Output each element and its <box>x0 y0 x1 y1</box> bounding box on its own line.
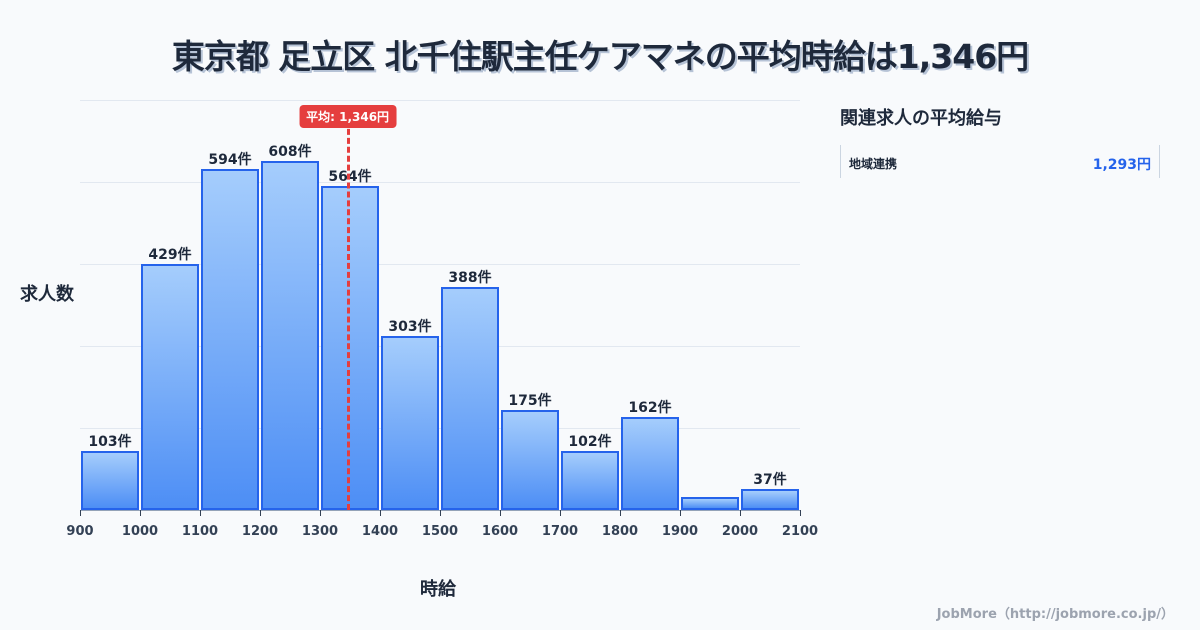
x-tick <box>380 510 381 516</box>
x-tick <box>80 510 81 516</box>
gridline <box>80 264 800 265</box>
related-salary-title: 関連求人の平均給与 <box>840 108 1002 129</box>
x-tick <box>560 510 561 516</box>
related-job-salary: 1,293円 <box>1092 157 1151 173</box>
gridline <box>80 428 800 429</box>
x-tick <box>620 510 621 516</box>
x-tick <box>140 510 141 516</box>
average-badge: 平均: 1,346円 <box>299 105 397 128</box>
bar-value-label: 608件 <box>268 143 312 160</box>
x-tick <box>200 510 201 516</box>
bar-value-label: 429件 <box>148 246 192 263</box>
histogram-bar[interactable] <box>681 496 739 510</box>
x-tick-label: 1500 <box>421 524 459 539</box>
average-line <box>346 120 350 510</box>
x-tick <box>800 510 801 516</box>
x-tick <box>260 510 261 516</box>
histogram-bar[interactable] <box>621 416 679 510</box>
footer-credit: JobMore（http://jobmore.co.jp/） <box>936 607 1174 622</box>
histogram-bar[interactable] <box>501 409 559 510</box>
x-tick-label: 2100 <box>781 524 819 539</box>
y-axis-label: 求人数 <box>20 284 74 305</box>
x-tick <box>320 510 321 516</box>
x-tick <box>680 510 681 516</box>
gridline <box>80 346 800 347</box>
bar-value-label: 594件 <box>208 151 252 168</box>
page-title: 東京都 足立区 北千住駅主任ケアマネの平均時給は1,346円 <box>171 37 1029 76</box>
related-salary-row[interactable]: 地域連携 1,293円 <box>840 145 1160 178</box>
x-axis-label: 時給 <box>420 579 456 600</box>
histogram-bar[interactable] <box>141 263 199 510</box>
histogram-bar[interactable] <box>321 186 379 510</box>
x-tick-label: 1100 <box>181 524 219 539</box>
bar-value-label: 303件 <box>388 319 432 335</box>
x-tick-label: 1000 <box>121 524 159 539</box>
histogram-bar[interactable] <box>441 287 499 510</box>
bar-value-label: 103件 <box>88 433 132 450</box>
x-tick <box>500 510 501 516</box>
histogram-plot: 103件 429件 594件 608件 564件 303件 388件 175件 102件 162件… <box>66 100 818 539</box>
histogram-bar[interactable] <box>381 336 439 510</box>
histogram-bar[interactable] <box>741 488 799 510</box>
bar-value-label: 564件 <box>328 169 372 186</box>
related-job-name: 地域連携 <box>849 157 898 171</box>
bar-value-label: 175件 <box>508 392 552 409</box>
bar-value-label: 388件 <box>448 270 492 287</box>
gridline <box>80 182 800 183</box>
x-tick-label: 1200 <box>241 524 279 539</box>
x-tick-label: 1900 <box>661 524 699 539</box>
bar-value-label: 162件 <box>628 399 672 416</box>
x-tick <box>740 510 741 516</box>
histogram-bar[interactable] <box>81 450 139 510</box>
bar-value-label: 37件 <box>753 471 787 488</box>
x-tick-label: 2000 <box>721 524 759 539</box>
x-tick-label: 1700 <box>541 524 579 539</box>
gridline <box>80 100 800 101</box>
x-tick <box>440 510 441 516</box>
x-tick-label: 1800 <box>601 524 639 539</box>
x-tick-label: 900 <box>66 524 94 539</box>
histogram-bar[interactable] <box>561 451 619 510</box>
bar-value-label: 102件 <box>568 434 612 451</box>
histogram-bar[interactable] <box>201 168 259 510</box>
x-tick-label: 1400 <box>361 524 399 539</box>
x-tick-label: 1600 <box>481 524 519 539</box>
histogram-bar[interactable] <box>261 160 319 510</box>
x-tick-label: 1300 <box>301 524 339 539</box>
